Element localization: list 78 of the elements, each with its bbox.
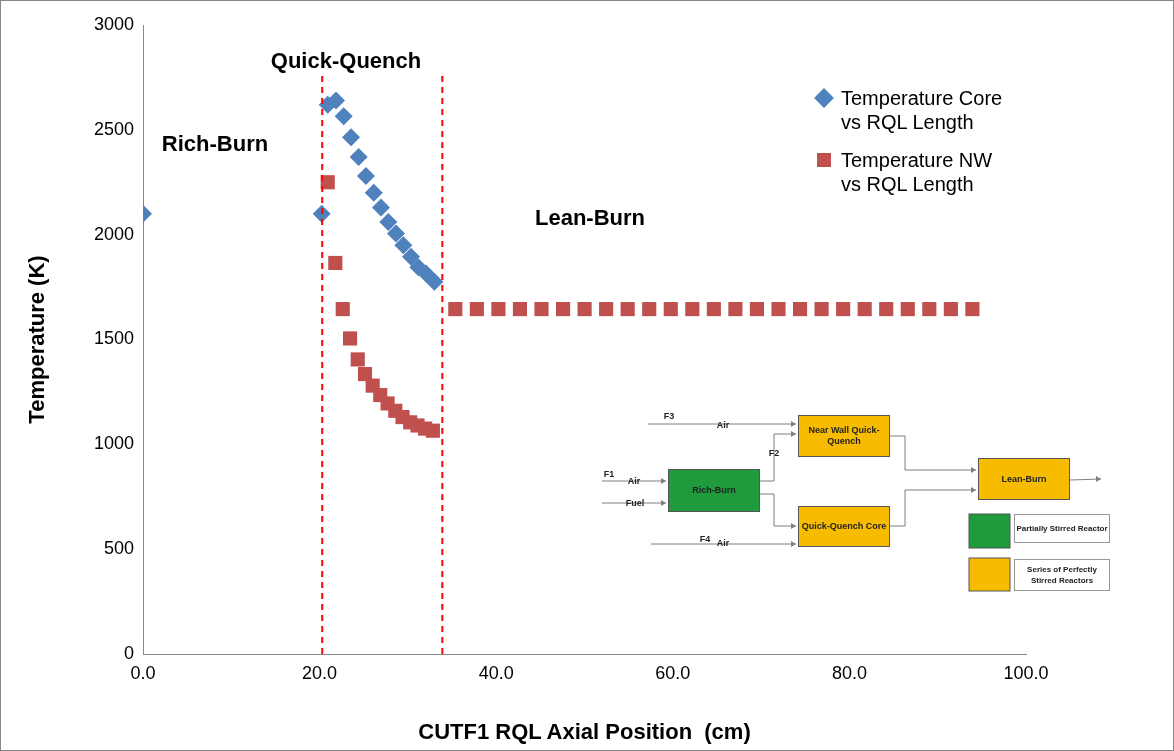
- annotation: Air: [715, 536, 731, 550]
- point: [771, 302, 786, 317]
- x-tick-label: 60.0: [655, 662, 691, 683]
- point: [900, 302, 915, 317]
- x-tick-label: 20.0: [302, 662, 338, 683]
- annotation: F3: [662, 409, 676, 423]
- point: [401, 247, 420, 266]
- point: [448, 302, 463, 317]
- point: [749, 302, 765, 317]
- point: [356, 166, 375, 185]
- annotation: F1: [602, 467, 616, 481]
- legend-label: Temperature NW vs RQL Length: [841, 148, 994, 196]
- point: [555, 302, 571, 317]
- annotation: Rich-Burn: [161, 131, 269, 157]
- point: [620, 302, 635, 317]
- point: [642, 302, 657, 317]
- point: [792, 302, 808, 317]
- point: [728, 302, 743, 317]
- point: [534, 302, 549, 317]
- annotation: Near Wall Quick-Quench: [798, 415, 890, 457]
- point: [425, 423, 440, 438]
- point: [328, 255, 343, 271]
- point: [357, 367, 373, 382]
- point: [922, 302, 937, 317]
- annotation: Quick-Quench: [270, 48, 422, 74]
- annotation: Partially Stirred Reactor: [1014, 514, 1110, 543]
- point: [836, 302, 851, 317]
- point: [364, 183, 383, 202]
- y-tick-label: 3000: [93, 13, 134, 34]
- annotation: Rich-Burn: [668, 469, 760, 512]
- x-tick-label: 80.0: [831, 662, 867, 683]
- y-tick-label: 1000: [93, 433, 134, 454]
- point: [334, 107, 353, 126]
- y-axis-title: Temperature (K): [24, 255, 50, 424]
- point: [469, 302, 484, 317]
- point: [943, 302, 958, 317]
- annotation: F2: [767, 446, 781, 460]
- y-tick-label: 500: [103, 538, 134, 559]
- point: [706, 302, 721, 317]
- annotation: F4: [698, 532, 712, 546]
- point: [386, 224, 405, 243]
- y-tick-label: 2000: [93, 223, 134, 244]
- point: [342, 128, 361, 147]
- y-tick-label: 1500: [93, 328, 134, 349]
- point: [379, 213, 398, 232]
- point: [350, 352, 365, 367]
- annotation: Air: [626, 474, 642, 488]
- x-axis-title: CUTF1 RQL Axial Position (cm): [418, 718, 751, 744]
- x-tick-label: 0.0: [130, 662, 156, 683]
- y-tick-label: 0: [123, 642, 134, 663]
- point: [512, 302, 528, 317]
- point: [327, 91, 346, 110]
- point: [599, 302, 614, 317]
- annotation: Quick-Quench Core: [798, 506, 890, 547]
- point: [417, 264, 435, 283]
- annotation: Air: [715, 418, 731, 432]
- point: [335, 302, 350, 317]
- legend-label: Temperature Core vs RQL Length: [841, 86, 1004, 134]
- point: [349, 148, 368, 167]
- point: [577, 302, 592, 317]
- y-tick-label: 2500: [93, 118, 134, 139]
- text: Series of Perfectly Stirred Reactors: [1027, 565, 1097, 585]
- point: [685, 302, 700, 317]
- annotation: Lean-Burn: [978, 458, 1070, 500]
- point: [965, 302, 980, 317]
- x-tick-label: 40.0: [478, 662, 514, 683]
- point: [663, 302, 678, 317]
- annotation: Fuel: [624, 496, 646, 510]
- point: [814, 302, 829, 317]
- point: [342, 331, 358, 346]
- point: [394, 236, 413, 255]
- point: [491, 302, 506, 317]
- point: [371, 198, 390, 217]
- x-tick-label: 100.0: [1003, 662, 1049, 683]
- annotation: Lean-Burn: [535, 205, 645, 231]
- point: [857, 302, 872, 317]
- point: [879, 302, 894, 317]
- point: [425, 272, 444, 291]
